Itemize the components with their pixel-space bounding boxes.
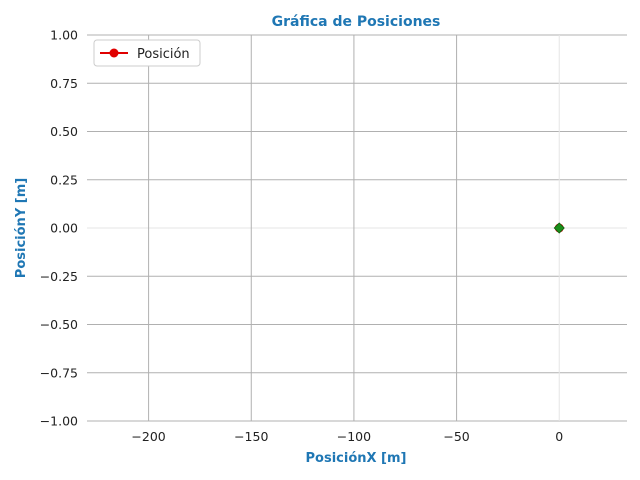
y-tick-label: −0.75 [40, 365, 78, 380]
y-axis-label: PosiciónY [m] [14, 178, 29, 278]
x-tick-label: −200 [131, 429, 165, 444]
series-layer [553, 222, 565, 234]
legend-label: Posición [137, 47, 190, 62]
x-tick-labels: −200 −150 −100 −50 0 [131, 429, 563, 444]
y-tick-label: 0.50 [50, 124, 78, 139]
y-tick-label: −1.00 [40, 414, 78, 429]
legend-marker-swatch [109, 48, 119, 58]
y-tick-label: 0.25 [50, 172, 78, 187]
y-tick-label: −0.25 [40, 269, 78, 284]
x-tick-label: −50 [443, 429, 469, 444]
x-tick-label: −150 [234, 429, 268, 444]
y-tick-label: −0.50 [40, 317, 78, 332]
y-tick-label: 0.75 [50, 76, 78, 91]
y-tick-label: 0.00 [50, 221, 78, 236]
legend-box [93, 39, 201, 67]
legend: Posición [93, 39, 201, 67]
y-tick-labels: 1.00 0.75 0.50 0.25 0.00 −0.25 −0.50 −0.75 −1.00 [40, 28, 78, 429]
end-marker [553, 222, 565, 234]
y-tick-label: 1.00 [50, 28, 78, 43]
chart-title: Gráfica de Posiciones [272, 14, 441, 30]
x-tick-label: −100 [337, 429, 371, 444]
x-axis-label: PosiciónX [m] [306, 451, 407, 466]
grid [87, 34, 627, 422]
x-tick-label: 0 [555, 429, 563, 444]
